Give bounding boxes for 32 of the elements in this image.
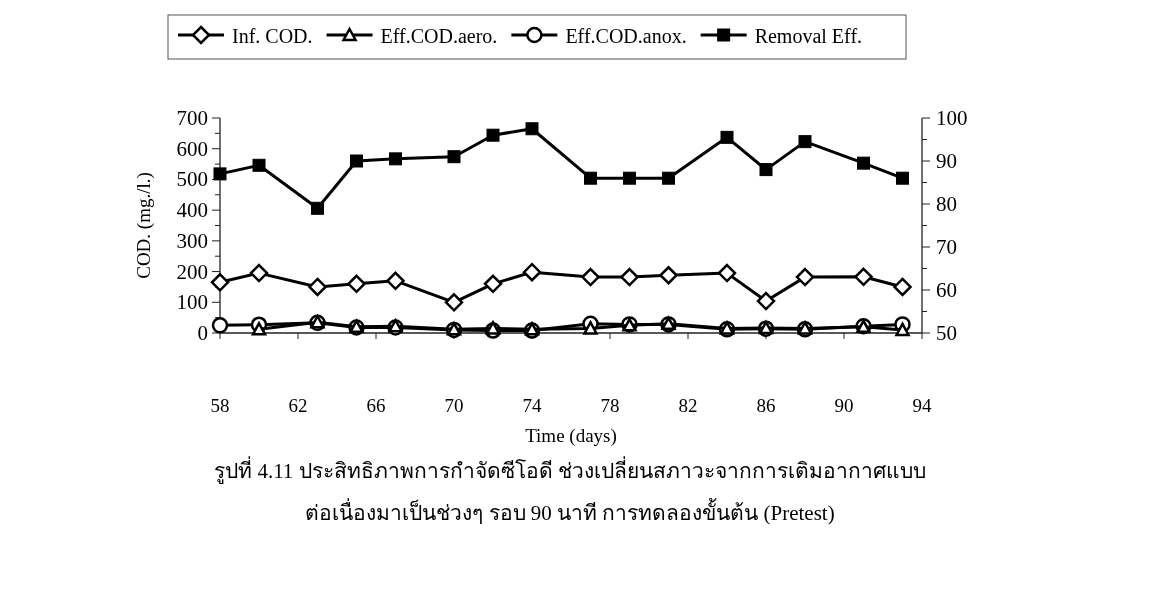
y-tick-label: 0 bbox=[197, 321, 208, 345]
y-tick-label: 600 bbox=[176, 136, 208, 161]
x-tick-label: 62 bbox=[288, 395, 308, 416]
y-tick-label: 300 bbox=[176, 228, 208, 253]
x-tick-label: 78 bbox=[600, 395, 620, 416]
x-tick-label: 70 bbox=[444, 395, 464, 416]
x-tick-label: 66 bbox=[366, 395, 386, 416]
x-axis-title: Time (days) bbox=[525, 425, 617, 447]
y2-tick-label: 60 bbox=[936, 278, 957, 302]
text: ต่อเนื่องมาเป็นช่วงๆ รอบ 90 นาที การทดลองขั้นต้น (Pretest) bbox=[305, 498, 835, 525]
y-tick-label: 100 bbox=[176, 290, 208, 315]
legend-label: Eff.COD.aero. bbox=[380, 25, 498, 47]
x-tick-label: 74 bbox=[522, 395, 542, 416]
y-tick-label: 700 bbox=[176, 106, 208, 130]
x-tick-label: 94 bbox=[912, 395, 932, 416]
legend-label: Inf. COD. bbox=[232, 25, 313, 47]
x-tick-label: 58 bbox=[210, 395, 230, 416]
x-tick-label: 86 bbox=[756, 395, 776, 416]
y2-tick-label: 70 bbox=[936, 235, 957, 259]
y-tick-label: 500 bbox=[176, 167, 208, 192]
y2-tick-label: 100 bbox=[936, 106, 968, 130]
y2-tick-label: 90 bbox=[936, 149, 957, 173]
x-tick-label: 82 bbox=[678, 395, 698, 416]
legend-label: Eff.COD.anox. bbox=[565, 25, 687, 47]
y-axis-title: COD. (mg./l.) bbox=[133, 172, 155, 279]
y2-tick-label: 50 bbox=[936, 321, 957, 345]
y-tick-label: 400 bbox=[176, 198, 208, 223]
text: รูปที่ 4.11 ประสิทธิภาพการกำจัดซีโอดี ช่วงเปลี่ยนสภาวะจากการเติมอากาศแบบ bbox=[214, 456, 926, 484]
y-tick-label: 200 bbox=[176, 259, 208, 284]
legend-label: Removal Eff. bbox=[754, 25, 863, 47]
y2-tick-label: 80 bbox=[936, 192, 957, 216]
x-tick-label: 90 bbox=[834, 395, 854, 416]
